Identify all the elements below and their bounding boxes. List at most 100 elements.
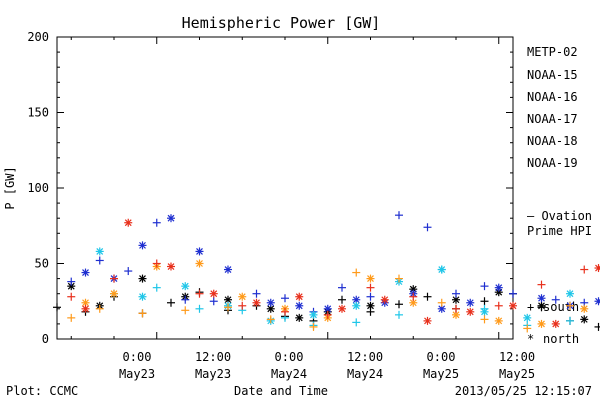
y-tick-label: 0 <box>42 332 49 346</box>
data-point-noaa-19-north <box>551 319 560 328</box>
data-point-noaa-15-south <box>252 289 261 298</box>
data-point-noaa-18-south <box>352 268 361 277</box>
x-tick-time: 0:00 <box>275 350 304 364</box>
data-point-noaa-15-north <box>266 298 275 307</box>
data-point-noaa-16-north <box>352 301 361 310</box>
data-point-noaa-15-south <box>480 282 489 291</box>
plot-credit: Plot: CCMC <box>6 384 78 398</box>
data-point-noaa-18-north <box>366 274 375 283</box>
data-point-noaa-18-south <box>480 315 489 324</box>
data-point-noaa-16-south <box>566 316 574 325</box>
x-tick-date: May23 <box>195 367 231 381</box>
data-point-noaa-15-south <box>423 223 432 232</box>
marker-key-south-symbol: + <box>527 300 534 314</box>
data-point-noaa-15-south <box>181 295 190 304</box>
data-point-noaa-19-north <box>167 262 175 271</box>
x-tick-time: 12:00 <box>499 350 535 364</box>
legend-entry-noaa-18: NOAA-18 <box>527 134 578 148</box>
data-point-noaa-19-south <box>238 301 247 310</box>
data-point-noaa-15-north <box>466 298 475 307</box>
legend: METP-02 NOAA-15 NOAA-16 NOAA-17 NOAA-18 … <box>527 45 578 170</box>
data-point-noaa-19-south <box>195 289 204 298</box>
data-point-noaa-18-south <box>95 304 104 313</box>
data-point-metp-02-south <box>167 298 175 307</box>
legend-entry-noaa-15: NOAA-15 <box>527 68 578 82</box>
data-point-noaa-19-south <box>494 301 503 310</box>
data-point-noaa-18-south <box>437 298 446 307</box>
data-point-noaa-16-north <box>523 313 532 322</box>
data-point-noaa-15-south <box>395 211 403 220</box>
data-point-noaa-19-north <box>338 304 346 313</box>
data-point-noaa-16-north <box>309 310 318 319</box>
data-point-noaa-15-south <box>281 294 289 303</box>
data-point-noaa-15-north <box>494 283 503 292</box>
data-point-noaa-18-south <box>566 301 574 310</box>
data-point-metp-02-north <box>295 313 304 322</box>
ovation-label-line1: — Ovation <box>527 209 592 223</box>
data-point-noaa-15-north <box>224 265 232 274</box>
data-point-metp-02-north <box>67 282 76 291</box>
data-point-noaa-15-north <box>81 268 90 277</box>
data-point-noaa-15-north <box>138 241 147 250</box>
data-point-noaa-15-south <box>338 283 346 292</box>
data-point-noaa-15-north <box>537 294 546 303</box>
data-point-noaa-16-north <box>95 247 104 256</box>
data-point-metp-02-south <box>395 300 403 309</box>
data-point-noaa-19-north <box>509 301 517 310</box>
x-tick-date: May24 <box>271 367 307 381</box>
data-point-noaa-19-north <box>124 218 133 227</box>
data-point-noaa-19-south <box>366 283 375 292</box>
data-point-noaa-16-south <box>352 318 361 327</box>
data-point-metp-02-south <box>423 292 432 301</box>
data-point-noaa-19-north <box>209 289 218 298</box>
data-point-metp-02-north <box>580 315 589 324</box>
data-point-noaa-18-north <box>195 259 204 268</box>
marker-key-north-label: north <box>543 332 579 346</box>
legend-entry-noaa-19: NOAA-19 <box>527 156 578 170</box>
data-point-noaa-19-south <box>323 310 332 319</box>
data-point-noaa-18-north <box>580 304 589 313</box>
marker-key-north-symbol: * <box>527 332 534 346</box>
x-tick-date: May25 <box>499 367 535 381</box>
data-point-noaa-19-south <box>452 304 460 313</box>
x-tick-time: 0:00 <box>427 350 456 364</box>
data-point-metp-02-south <box>338 295 346 304</box>
plot-timestamp: 2013/05/25 12:15:07 <box>455 384 592 398</box>
data-point-noaa-15-south <box>67 277 76 286</box>
data-point-noaa-18-south <box>138 309 147 318</box>
x-tick-date: May23 <box>119 367 155 381</box>
x-axis-label: Date and Time <box>234 384 328 398</box>
legend-entry-noaa-16: NOAA-16 <box>527 90 578 104</box>
data-point-metp-02-north <box>366 301 375 310</box>
data-point-noaa-19-north <box>252 298 261 307</box>
data-point-metp-02-south <box>480 297 489 306</box>
data-point-noaa-15-south <box>551 295 560 304</box>
data-point-noaa-15-south <box>452 289 460 298</box>
data-point-noaa-15-north <box>167 214 175 223</box>
data-point-noaa-19-north <box>423 316 432 325</box>
data-point-noaa-18-north <box>537 319 546 328</box>
data-point-noaa-19-south <box>537 280 546 289</box>
data-point-noaa-19-north <box>295 292 304 301</box>
legend-entry-noaa-17: NOAA-17 <box>527 112 578 126</box>
y-tick-label: 50 <box>35 257 49 271</box>
data-point-metp-02-south <box>594 322 600 331</box>
data-point-noaa-16-south <box>395 310 403 319</box>
data-point-noaa-19-north <box>81 304 90 313</box>
data-point-noaa-18-south <box>266 315 275 324</box>
x-tick-time: 12:00 <box>195 350 231 364</box>
data-point-noaa-19-south <box>67 292 76 301</box>
data-point-noaa-15-south <box>124 267 133 276</box>
data-point-noaa-16-north <box>437 265 446 274</box>
data-point-noaa-19-south <box>409 292 418 301</box>
data-point-noaa-18-north <box>494 316 503 325</box>
data-point-noaa-19-south <box>281 307 289 316</box>
data-point-noaa-15-south <box>366 292 375 301</box>
y-tick-label: 200 <box>27 30 49 44</box>
y-tick-label: 150 <box>27 106 49 120</box>
data-point-noaa-16-north <box>138 292 147 301</box>
data-point-noaa-16-north <box>566 289 574 298</box>
data-point-noaa-19-south <box>110 274 118 283</box>
data-point-noaa-18-north <box>238 292 247 301</box>
